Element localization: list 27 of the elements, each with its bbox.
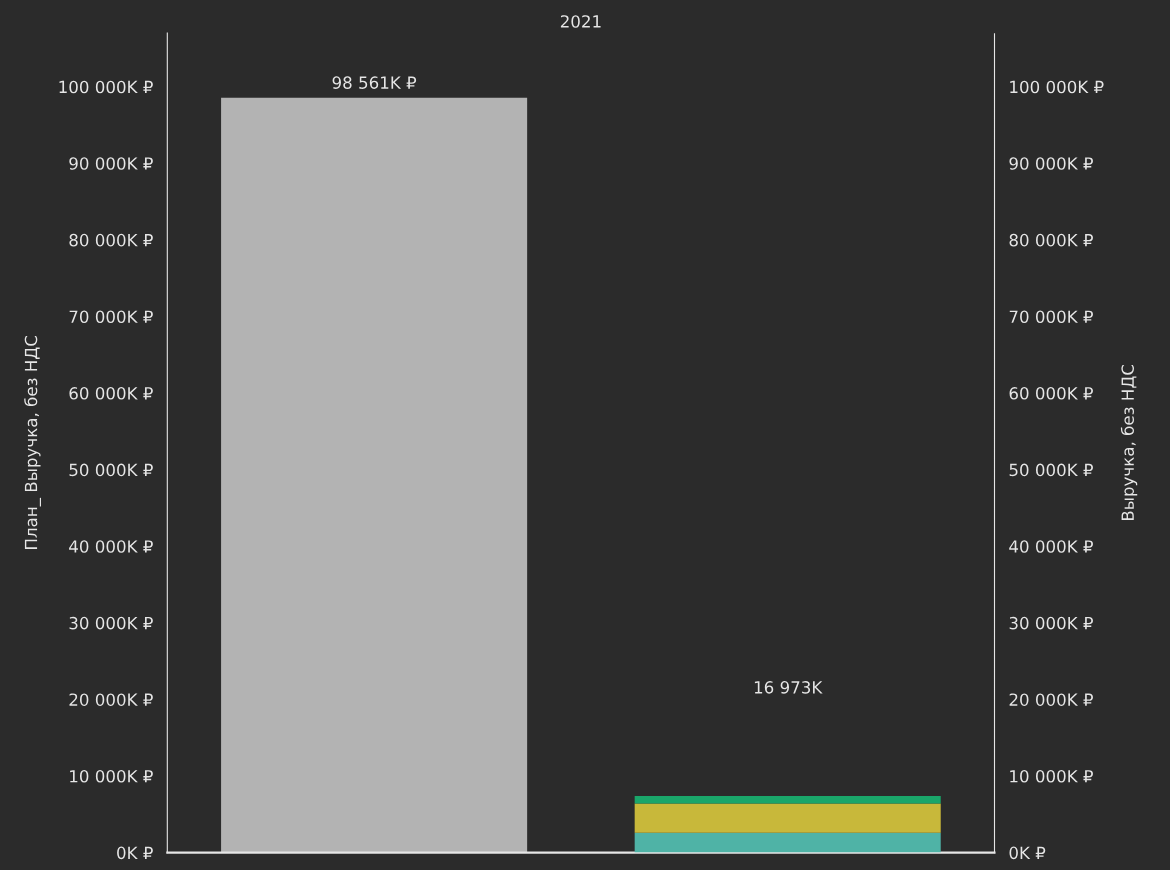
y-tick-label: 0K ₽	[117, 846, 153, 860]
y-tick-label: 60 000K ₽	[69, 387, 153, 400]
y2-tick-label: 40 000K ₽	[1009, 540, 1093, 553]
y2-tick-label: 80 000K ₽	[1009, 233, 1093, 247]
data-label: 98 561K ₽	[332, 76, 417, 89]
y2-tick-label: 90 000K ₽	[1009, 157, 1093, 170]
y-tick-label: 30 000K ₽	[69, 616, 153, 630]
y2-tick-label: 20 000K ₽	[1009, 693, 1093, 706]
y-tick-label: 50 000K ₽	[69, 463, 153, 477]
y2-tick-label: 60 000K ₽	[1009, 387, 1093, 400]
y2-tick-label: 30 000K ₽	[1009, 616, 1093, 630]
y-tick-label: 70 000K ₽	[69, 310, 153, 324]
y-tick-label: 80 000K ₽	[69, 233, 153, 247]
y-axis-title: План_ Выручка, без НДС	[24, 335, 41, 549]
y2-tick-label: 100 000K ₽	[1010, 80, 1104, 94]
y-tick-label: 10 000K ₽	[70, 769, 153, 783]
y-tick-label: 40 000K ₽	[69, 540, 153, 553]
y-tick-label: 20 000K ₽	[69, 693, 153, 706]
annotation: 16 973K	[754, 681, 823, 694]
y2-tick-label: 50 000K ₽	[1009, 463, 1093, 477]
y2-tick-label: 70 000K ₽	[1009, 310, 1093, 324]
y2-tick-label: 10 000K ₽	[1010, 769, 1093, 783]
y-tick-label: 90 000K ₽	[69, 157, 153, 170]
y-tick-label: 100 000K ₽	[59, 80, 153, 94]
chart-title: 2021	[560, 15, 601, 28]
y2-axis-title: Выручка, без НДС	[1120, 364, 1138, 521]
y2-tick-label: 0K ₽	[1009, 846, 1046, 860]
